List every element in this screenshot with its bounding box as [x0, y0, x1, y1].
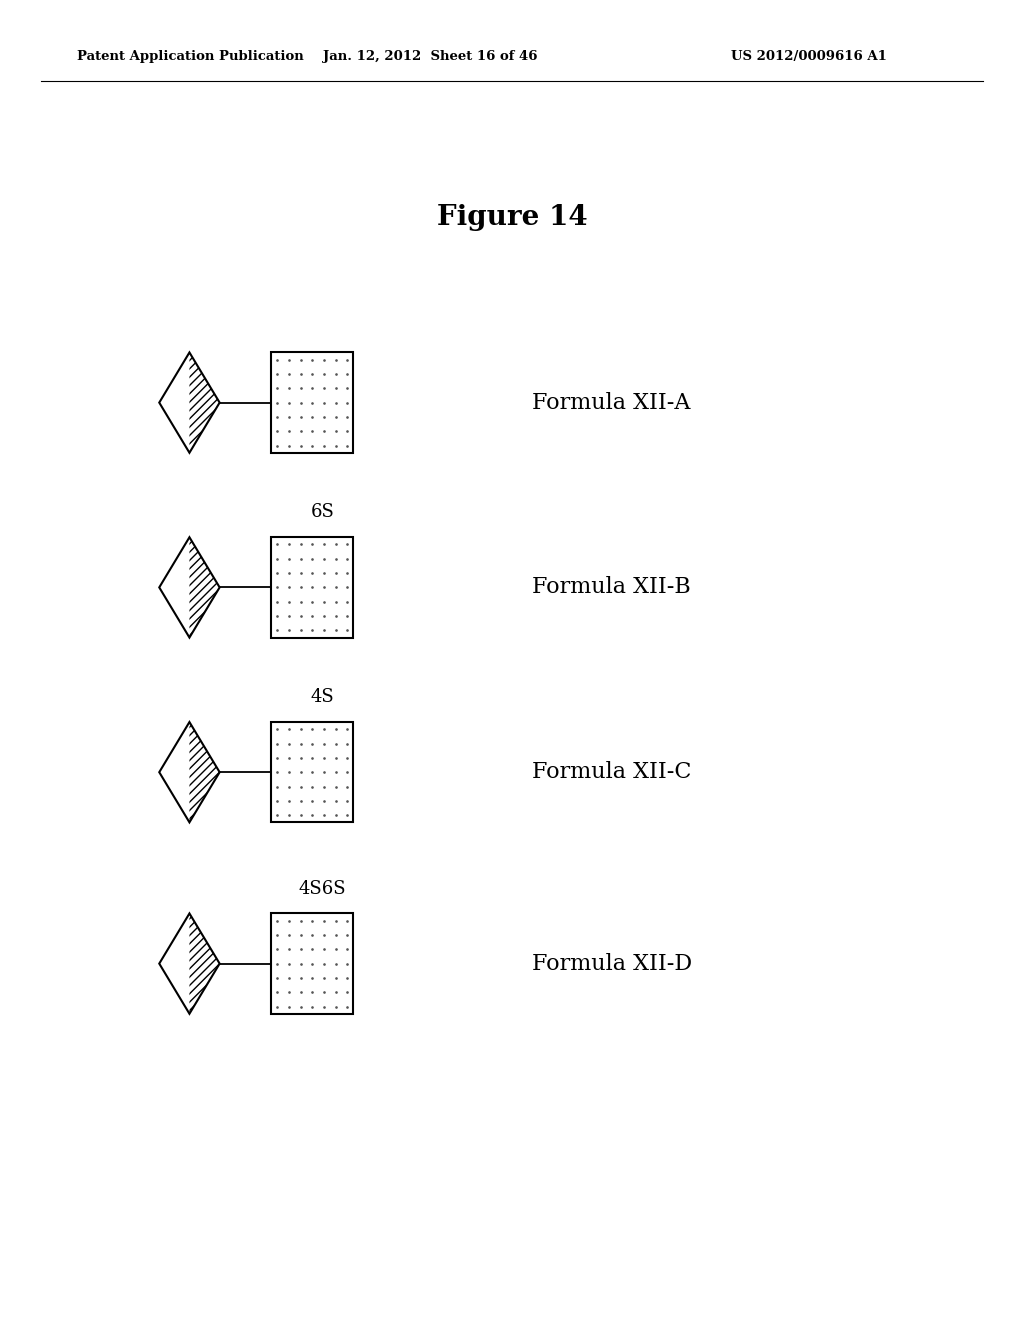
Bar: [271, 913, 353, 1014]
Text: Formula XII-C: Formula XII-C: [532, 762, 692, 783]
Bar: [271, 537, 353, 638]
Text: 6S: 6S: [310, 503, 335, 521]
Text: 4S: 4S: [310, 688, 335, 706]
Polygon shape: [189, 352, 219, 453]
Polygon shape: [160, 722, 189, 822]
Bar: [271, 352, 353, 453]
Polygon shape: [189, 913, 219, 1014]
Text: Formula XII-D: Formula XII-D: [532, 953, 692, 974]
Text: US 2012/0009616 A1: US 2012/0009616 A1: [731, 50, 887, 63]
Text: Formula XII-B: Formula XII-B: [532, 577, 691, 598]
Text: Patent Application Publication: Patent Application Publication: [77, 50, 303, 63]
Text: 4S6S: 4S6S: [299, 879, 346, 898]
Polygon shape: [189, 537, 219, 638]
Text: Figure 14: Figure 14: [436, 205, 588, 231]
Polygon shape: [160, 537, 189, 638]
Text: Jan. 12, 2012  Sheet 16 of 46: Jan. 12, 2012 Sheet 16 of 46: [323, 50, 538, 63]
Bar: [271, 722, 353, 822]
Polygon shape: [189, 722, 219, 822]
Polygon shape: [160, 913, 189, 1014]
Text: Formula XII-A: Formula XII-A: [532, 392, 691, 413]
Polygon shape: [160, 352, 189, 453]
